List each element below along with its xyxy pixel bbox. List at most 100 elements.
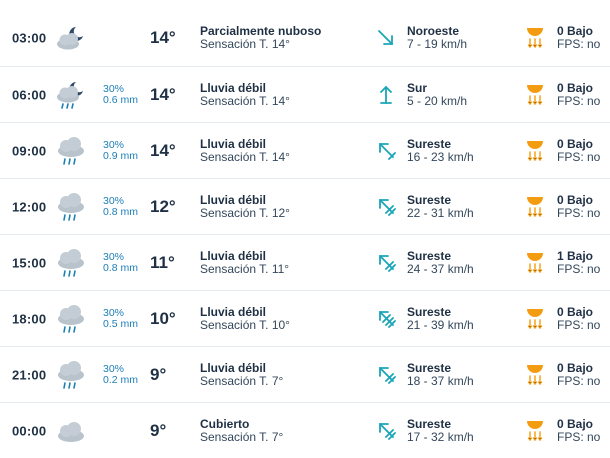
condition-text: Parcialmente nuboso bbox=[200, 24, 322, 38]
uv-sun-icon bbox=[525, 26, 545, 50]
feels-like-text: Sensación T. 7° bbox=[200, 373, 284, 388]
row-time: 18:00 bbox=[12, 311, 47, 326]
row-uv: 0 Bajo FPS: no bbox=[557, 304, 601, 332]
row-uv: 1 Bajo FPS: no bbox=[557, 248, 601, 276]
precip-amount: 0.5 mm bbox=[103, 317, 139, 330]
wind-direction: Sureste bbox=[407, 136, 452, 151]
uv-index: 0 Bajo bbox=[557, 416, 594, 431]
wind-speed: 22 - 31 km/h bbox=[407, 205, 474, 220]
row-precipitation: 30% 0.8 mm bbox=[103, 195, 138, 218]
precip-amount: 0.6 mm bbox=[103, 93, 139, 106]
feels-like-text: Sensación T. 12° bbox=[200, 205, 290, 220]
condition-text: Lluvia débil bbox=[200, 192, 267, 207]
wind-speed: 7 - 19 km/h bbox=[407, 37, 468, 51]
forecast-row: 21:00 30% 0.2 mm 9° Lluvia débil Sensaci… bbox=[0, 346, 610, 402]
wind-arrow-southeast-icon bbox=[376, 308, 396, 330]
forecast-row: 09:00 30% 0.9 mm 14° Lluvia débil Sensac… bbox=[0, 122, 610, 178]
precip-amount: 0.2 mm bbox=[103, 373, 139, 386]
row-precipitation: 30% 0.9 mm bbox=[103, 139, 138, 162]
uv-sun-icon bbox=[525, 139, 545, 163]
wind-direction: Sur bbox=[407, 80, 428, 95]
fps-text: FPS: no bbox=[557, 429, 601, 444]
uv-index: 0 Bajo bbox=[557, 24, 594, 38]
row-condition: Lluvia débil Sensación T. 11° bbox=[200, 248, 289, 276]
row-time: 00:00 bbox=[12, 423, 47, 438]
row-uv: 0 Bajo FPS: no bbox=[557, 360, 601, 388]
row-time: 03:00 bbox=[12, 30, 47, 46]
row-condition: Lluvia débil Sensación T. 12° bbox=[200, 192, 290, 220]
wind-speed: 5 - 20 km/h bbox=[407, 93, 468, 108]
uv-index: 0 Bajo bbox=[557, 304, 594, 319]
uv-index: 0 Bajo bbox=[557, 192, 594, 207]
forecast-row: 18:00 30% 0.5 mm 10° Lluvia débil Sensac… bbox=[0, 290, 610, 346]
uv-sun-icon bbox=[525, 419, 545, 443]
fps-text: FPS: no bbox=[557, 373, 601, 388]
wind-speed: 24 - 37 km/h bbox=[407, 261, 474, 276]
row-wind: Noroeste 7 - 19 km/h bbox=[407, 25, 467, 51]
feels-like-text: Sensación T. 7° bbox=[200, 429, 284, 444]
condition-text: Lluvia débil bbox=[200, 248, 267, 263]
feels-like-text: Sensación T. 10° bbox=[200, 317, 290, 332]
precip-probability: 30% bbox=[103, 306, 125, 319]
row-condition: Lluvia débil Sensación T. 14° bbox=[200, 136, 290, 164]
row-precipitation: 30% 0.8 mm bbox=[103, 250, 139, 274]
wind-direction: Sureste bbox=[407, 360, 452, 375]
wind-speed: 18 - 37 km/h bbox=[407, 373, 474, 388]
row-uv: 0 Bajo FPS: no bbox=[557, 416, 601, 444]
fps-text: FPS: no bbox=[557, 93, 601, 108]
row-condition: Lluvia débil Sensación T. 10° bbox=[200, 305, 290, 332]
feels-like-text: Sensación T. 14° bbox=[200, 149, 290, 164]
row-wind: Sureste 17 - 32 km/h bbox=[407, 417, 474, 444]
row-temperature: 12° bbox=[150, 196, 176, 216]
row-wind: Sureste 22 - 31 km/h bbox=[407, 193, 474, 220]
uv-index: 0 Bajo bbox=[557, 80, 594, 95]
row-uv: 0 Bajo FPS: no bbox=[557, 25, 600, 51]
row-time: 21:00 bbox=[12, 367, 47, 382]
row-wind: Sur 5 - 20 km/h bbox=[407, 80, 468, 108]
row-temperature: 14° bbox=[150, 140, 176, 160]
wind-speed: 17 - 32 km/h bbox=[407, 429, 474, 444]
row-temperature: 9° bbox=[150, 420, 167, 440]
row-wind: Sureste 16 - 23 km/h bbox=[407, 136, 474, 164]
cloud-icon bbox=[54, 416, 88, 446]
uv-index: 1 Bajo bbox=[557, 248, 594, 263]
fps-text: FPS: no bbox=[557, 317, 601, 332]
row-time: 06:00 bbox=[12, 87, 47, 102]
forecast-row: 03:00 14° Parcialmente nuboso Sensación … bbox=[0, 10, 610, 66]
wind-speed: 16 - 23 km/h bbox=[407, 149, 474, 164]
fps-text: FPS: no bbox=[557, 149, 601, 164]
precip-amount: 0.8 mm bbox=[103, 261, 139, 274]
moon-cloud-icon bbox=[54, 23, 88, 53]
uv-sun-icon bbox=[525, 363, 545, 387]
wind-direction: Sureste bbox=[407, 304, 452, 319]
row-temperature: 14° bbox=[150, 28, 176, 47]
row-temperature: 9° bbox=[150, 364, 167, 384]
wind-arrow-south-icon bbox=[376, 84, 396, 106]
row-wind: Sureste 18 - 37 km/h bbox=[407, 360, 474, 388]
precip-probability: 30% bbox=[103, 82, 125, 95]
row-wind: Sureste 24 - 37 km/h bbox=[407, 249, 474, 276]
row-precipitation: 30% 0.5 mm bbox=[103, 306, 139, 330]
precip-probability: 30% bbox=[103, 362, 125, 375]
forecast-row: 12:00 30% 0.8 mm 12° Lluvia débil Sensac… bbox=[0, 178, 610, 234]
wind-arrow-southeast-icon bbox=[376, 364, 396, 386]
wind-arrow-northwest-icon bbox=[376, 27, 396, 49]
uv-index: 0 Bajo bbox=[557, 360, 594, 375]
fps-text: FPS: no bbox=[557, 261, 601, 276]
condition-text: Cubierto bbox=[200, 416, 250, 431]
uv-sun-icon bbox=[525, 251, 545, 275]
row-time: 12:00 bbox=[12, 199, 47, 214]
row-wind: Sureste 21 - 39 km/h bbox=[407, 304, 474, 332]
cloud-rain-icon bbox=[54, 192, 88, 222]
wind-arrow-southeast-icon bbox=[376, 196, 396, 218]
condition-text: Lluvia débil bbox=[200, 136, 267, 151]
row-temperature: 10° bbox=[150, 308, 176, 328]
feels-like-text: Sensación T. 14° bbox=[200, 37, 290, 51]
forecast-row: 15:00 30% 0.8 mm 11° Lluvia débil Sensac… bbox=[0, 234, 610, 290]
row-time: 09:00 bbox=[12, 143, 47, 158]
precip-probability: 30% bbox=[103, 250, 125, 263]
row-condition: Lluvia débil Sensación T. 7° bbox=[200, 361, 284, 388]
cloud-rain-icon bbox=[54, 248, 88, 278]
uv-sun-icon bbox=[525, 195, 545, 219]
condition-text: Lluvia débil bbox=[200, 80, 267, 95]
